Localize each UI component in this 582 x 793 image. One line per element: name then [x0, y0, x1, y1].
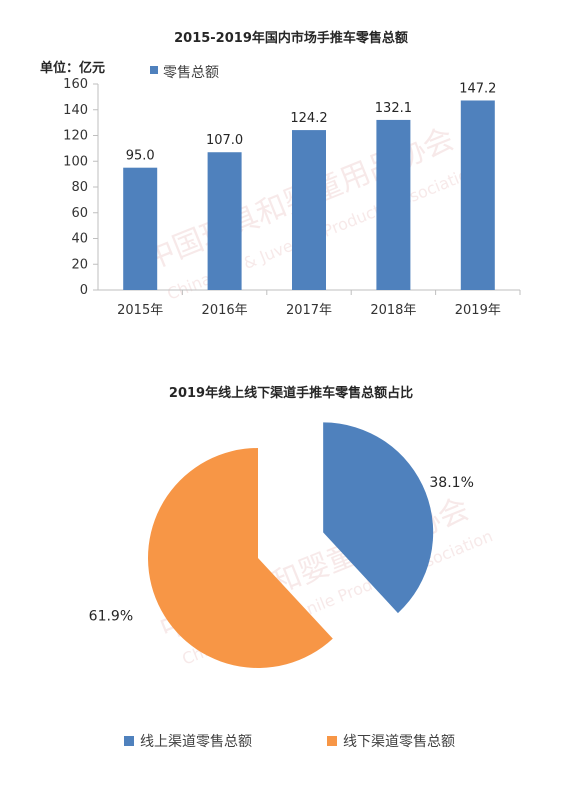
y-tick-label: 60: [71, 206, 88, 221]
y-tick-label: 100: [63, 154, 88, 169]
legend-label-online: 线上渠道零售总额: [140, 734, 252, 750]
x-tick-label: 2015年: [117, 303, 163, 318]
legend-label-offline: 线下渠道零售总额: [343, 734, 455, 750]
bar-data-label: 124.2: [290, 111, 327, 126]
legend-swatch-offline: [327, 736, 337, 746]
legend-label-retail: 零售总额: [163, 65, 219, 81]
pie-chart: 2019年线上线下渠道手推车零售总额占比 38.1% 61.9% 线上渠道零售总额…: [89, 385, 474, 750]
y-axis-unit-label: 单位：亿元: [40, 60, 105, 76]
y-tick-label: 120: [63, 129, 88, 144]
bar-2017年: [292, 130, 326, 290]
bar-2019年: [460, 100, 495, 290]
legend-swatch-online: [124, 736, 134, 746]
bar-chart-title: 2015-2019年国内市场手推车零售总额: [174, 30, 408, 46]
y-tick-label: 140: [63, 103, 88, 118]
x-tick-label: 2016年: [202, 303, 248, 318]
bar-data-label: 107.0: [206, 133, 243, 148]
y-tick-label: 160: [63, 77, 88, 92]
y-tick-label: 40: [71, 232, 88, 247]
bar-2018年: [376, 119, 411, 290]
y-tick-label: 20: [71, 257, 88, 272]
y-tick-label: 0: [80, 283, 88, 298]
x-tick-label: 2018年: [370, 303, 416, 318]
bar-data-label: 95.0: [126, 149, 155, 164]
bar-data-label: 147.2: [459, 81, 496, 96]
pie-plot-area: 38.1% 61.9%: [89, 422, 474, 668]
legend-swatch-retail: [150, 66, 158, 74]
x-tick-label: 2019年: [455, 303, 501, 318]
pie-slice-online: [323, 422, 434, 614]
pie-slice-offline: [147, 448, 333, 668]
bar-data-label: 132.1: [375, 101, 412, 116]
pie-chart-title: 2019年线上线下渠道手推车零售总额占比: [169, 385, 413, 401]
bar-2015年: [123, 167, 158, 290]
bar-plot-area: 0 20 40 60 80 100 120 140 160 95.0 2015年 107.0 2016年…: [63, 77, 521, 318]
bar-2016年: [207, 152, 242, 290]
y-tick-label: 80: [71, 180, 88, 195]
pie-data-label: 38.1%: [429, 475, 473, 491]
bar-chart: 2015-2019年国内市场手推车零售总额 单位：亿元 零售总额 0 20 40 60…: [40, 30, 521, 318]
x-tick-label: 2017年: [286, 303, 332, 318]
pie-data-label: 61.9%: [89, 609, 133, 625]
